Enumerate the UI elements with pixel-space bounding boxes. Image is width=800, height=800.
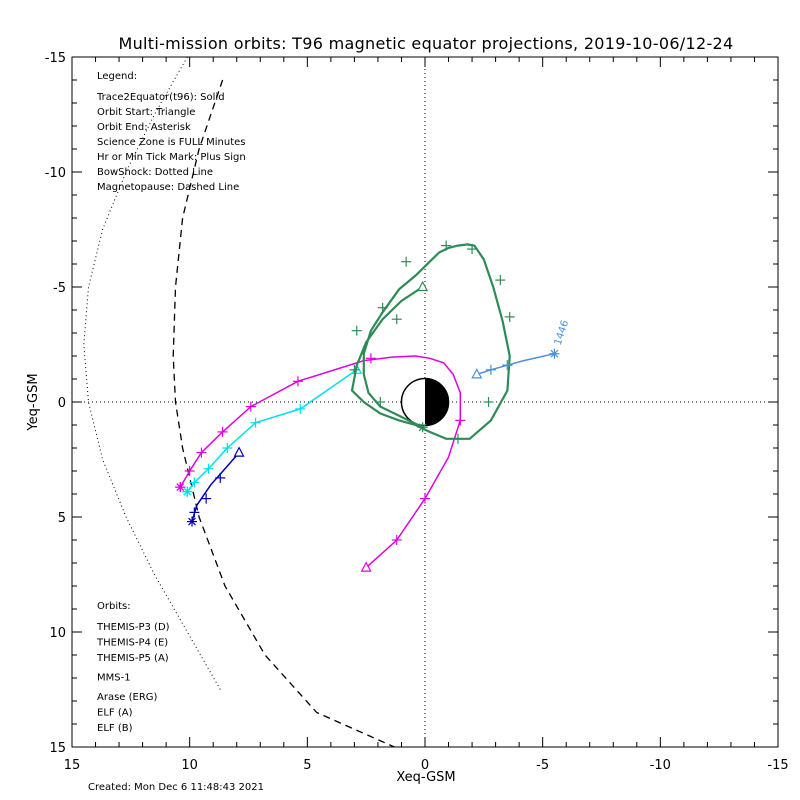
orbit-legend-entry: THEMIS-P4 (E) bbox=[96, 638, 168, 649]
hour-tick-mark bbox=[175, 482, 186, 493]
legend-header: Legend: bbox=[97, 71, 137, 82]
hour-tick-mark bbox=[467, 244, 478, 255]
orbits-layer: 1446 bbox=[175, 240, 571, 572]
orbits-legend: Orbits: THEMIS-P3 (D) THEMIS-P4 (E) THEMIS… bbox=[96, 601, 170, 734]
created-timestamp: Created: Mon Dec 6 11:48:43 2021 bbox=[88, 782, 264, 793]
legend-note: Hr or Min Tick Mark: Plus Sign bbox=[97, 152, 246, 163]
hour-tick-mark bbox=[420, 493, 430, 504]
hour-tick-mark bbox=[485, 364, 496, 375]
earth-symbol bbox=[400, 377, 450, 427]
orbit-legend-entry: ELF (B) bbox=[97, 723, 133, 734]
orbits-legend-header: Orbits: bbox=[97, 601, 131, 612]
hour-tick-mark bbox=[222, 443, 233, 453]
x-tick-label: 0 bbox=[421, 758, 429, 773]
x-tick-label: 15 bbox=[64, 758, 81, 773]
x-axis-label: Xeq-GSM bbox=[396, 770, 455, 785]
hour-tick-mark bbox=[401, 256, 412, 267]
y-tick-label: 10 bbox=[49, 626, 66, 641]
hour-tick-mark bbox=[504, 311, 515, 322]
orbit-start-triangle bbox=[233, 446, 245, 457]
hour-tick-mark bbox=[483, 397, 494, 407]
hour-tick-mark bbox=[375, 397, 386, 407]
y-tick-label: -10 bbox=[45, 166, 66, 181]
hour-tick-mark bbox=[189, 507, 200, 518]
hour-tick-mark bbox=[377, 302, 388, 313]
orbit-track bbox=[191, 452, 240, 522]
x-tick-label: -5 bbox=[536, 758, 549, 773]
orbit-legend-entry: THEMIS-P3 (D) bbox=[96, 622, 170, 633]
orbit-end-asterisk bbox=[549, 348, 560, 359]
hour-tick-mark bbox=[203, 463, 214, 474]
y-tick-label: -15 bbox=[45, 51, 66, 66]
orbit-track bbox=[476, 352, 555, 376]
legend-block: Legend: Trace2Equator(t96): Solid Orbit S… bbox=[96, 71, 246, 193]
legend-note: BowShock: Dotted Line bbox=[97, 167, 213, 178]
hour-tick-mark bbox=[182, 486, 193, 497]
hour-tick-mark bbox=[217, 426, 228, 437]
y-tick-label: 0 bbox=[58, 396, 66, 411]
hour-tick-mark bbox=[452, 433, 463, 444]
x-tick-label: -15 bbox=[767, 758, 788, 773]
hour-tick-mark bbox=[250, 417, 261, 428]
y-tick-label: -5 bbox=[53, 281, 66, 296]
hour-tick-mark bbox=[455, 415, 466, 426]
orbit-2 bbox=[175, 353, 466, 572]
hour-tick-mark bbox=[292, 376, 303, 387]
orbit-5: 1446 bbox=[471, 319, 571, 379]
orbit-4 bbox=[349, 240, 515, 444]
hour-tick-mark bbox=[349, 364, 360, 375]
y-tick-label: 5 bbox=[58, 511, 66, 526]
orbit-legend-entry: THEMIS-P5 (A) bbox=[96, 653, 169, 664]
orbit-start-triangle bbox=[417, 280, 429, 292]
y-axis-label: Yeq-GSM bbox=[26, 373, 41, 431]
hour-tick-mark bbox=[495, 275, 506, 286]
hour-tick-mark bbox=[391, 535, 402, 545]
orbit-legend-entry: ELF (A) bbox=[97, 708, 133, 719]
hour-tick-mark bbox=[502, 360, 513, 371]
hour-tick-mark bbox=[245, 401, 256, 412]
axes-layer: 15 10 5 0 -5 -10 -15 -15 -10 -5 0 5 10 15 bbox=[45, 51, 789, 773]
magnetopause-line bbox=[172, 79, 395, 747]
legend-note: Orbit End: Asterisk bbox=[97, 122, 191, 133]
hour-tick-mark bbox=[365, 353, 376, 364]
hour-tick-mark bbox=[215, 472, 226, 483]
orbit-0 bbox=[182, 363, 363, 497]
orbit-track bbox=[186, 369, 358, 493]
hour-tick-mark bbox=[189, 477, 200, 488]
hour-tick-mark bbox=[184, 466, 195, 476]
hour-tick-mark bbox=[351, 325, 362, 336]
hour-tick-mark bbox=[295, 403, 306, 414]
orbit-1 bbox=[187, 446, 245, 527]
orbit-end-asterisk bbox=[417, 422, 428, 433]
y-tick-label: 15 bbox=[49, 741, 66, 756]
hour-tick-mark bbox=[441, 240, 452, 251]
earth-nightside bbox=[425, 378, 449, 426]
x-tick-label: 5 bbox=[303, 758, 311, 773]
legend-note: Science Zone is FULL Minutes bbox=[97, 137, 246, 148]
x-tick-label: 10 bbox=[181, 758, 198, 773]
orbit-track bbox=[179, 355, 462, 569]
orbit-legend-entry: MMS-1 bbox=[97, 673, 131, 684]
legend-note: Orbit Start: Triangle bbox=[97, 107, 195, 118]
legend-note: Trace2Equator(t96): Solid bbox=[96, 92, 225, 103]
hour-tick-mark bbox=[201, 493, 212, 504]
orbit-end-asterisk bbox=[187, 516, 198, 527]
orbit-legend-entry: Arase (ERG) bbox=[97, 692, 158, 703]
hour-tick-mark bbox=[391, 314, 402, 325]
orbit-track bbox=[350, 243, 511, 440]
orbit-time-label: 1446 bbox=[553, 319, 571, 347]
hour-tick-mark bbox=[196, 447, 207, 458]
orbit-start-triangle bbox=[360, 561, 372, 572]
x-tick-label: -10 bbox=[650, 758, 671, 773]
chart-title: Multi-mission orbits: T96 magnetic equat… bbox=[118, 34, 733, 53]
orbit-start-triangle bbox=[471, 368, 483, 379]
legend-note: Magnetopause: Dashed Line bbox=[97, 182, 239, 193]
boundaries-layer bbox=[83, 57, 395, 747]
